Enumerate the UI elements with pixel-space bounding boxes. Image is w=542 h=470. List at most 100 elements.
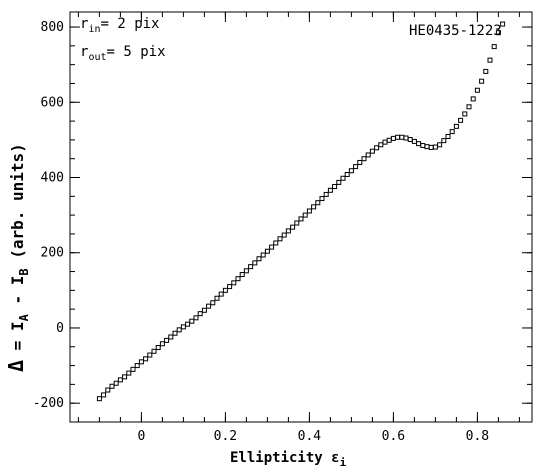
data-point [294, 220, 300, 226]
data-points [96, 21, 506, 402]
data-point [449, 129, 455, 135]
data-point [269, 244, 275, 250]
data-point [185, 321, 191, 327]
data-point [189, 318, 195, 324]
data-point [420, 143, 426, 149]
axis-ticks [70, 12, 532, 423]
data-point [323, 191, 329, 197]
y-axis-label-sub-b: B [17, 268, 31, 275]
data-point [386, 137, 392, 143]
plot-frame [69, 11, 533, 423]
rin-value: = 2 pix [100, 16, 159, 32]
data-point [243, 268, 249, 274]
x-tick-label: 0.2 [214, 429, 237, 444]
data-point [302, 212, 308, 218]
data-point [382, 139, 388, 145]
x-tick-label: 0.6 [382, 429, 405, 444]
y-axis-label-eq: = I [8, 321, 27, 360]
y-axis-label-delta: Δ [4, 360, 28, 372]
y-axis-label-sub-a: A [17, 313, 31, 321]
data-point [101, 392, 107, 398]
data-point [311, 204, 317, 210]
data-point [256, 256, 262, 262]
y-tick-label: 600 [41, 95, 64, 110]
y-tick-label: 0 [56, 321, 64, 336]
data-point [235, 276, 241, 282]
data-point [315, 200, 321, 206]
data-point [109, 383, 115, 389]
data-point [365, 152, 371, 158]
data-point [353, 164, 359, 170]
data-point [222, 287, 228, 293]
data-point [201, 307, 207, 313]
x-axis-label-sub: i [340, 456, 347, 469]
data-point [357, 159, 363, 165]
data-point [437, 142, 443, 148]
data-point [151, 348, 157, 354]
y-tick-label: -200 [33, 396, 64, 411]
data-point [122, 374, 128, 380]
data-point [416, 141, 422, 147]
data-point [260, 252, 266, 258]
data-point [495, 30, 501, 36]
data-point [218, 291, 224, 297]
data-point [164, 337, 170, 343]
x-tick-label: 0 [137, 429, 145, 444]
x-tick-label: 0.8 [466, 429, 489, 444]
rin-r: r [80, 16, 88, 32]
data-point [411, 138, 417, 144]
object-label: HE0435-1223 [409, 23, 502, 39]
data-point [479, 78, 485, 84]
data-point [176, 327, 182, 333]
data-point [361, 156, 367, 162]
rout-label: rout= 5 pix [80, 44, 166, 63]
data-point [474, 87, 480, 93]
data-point [264, 248, 270, 254]
data-point [227, 284, 233, 290]
data-point [336, 179, 342, 185]
data-point [193, 315, 199, 321]
data-point [130, 366, 136, 372]
data-point [168, 334, 174, 340]
rout-sub: out [88, 52, 106, 63]
data-point [369, 148, 375, 154]
data-point [462, 111, 468, 117]
y-tick-label: 800 [41, 20, 64, 35]
data-point [487, 57, 493, 63]
data-point [197, 311, 203, 317]
data-point [143, 356, 149, 362]
data-point [470, 96, 476, 102]
data-point [327, 187, 333, 193]
data-point [319, 196, 325, 202]
data-point [466, 104, 472, 110]
data-point [344, 171, 350, 177]
data-point [298, 216, 304, 222]
data-point [441, 138, 447, 144]
data-point [138, 359, 144, 365]
data-point [500, 21, 506, 27]
data-point [147, 352, 153, 358]
data-point [210, 300, 216, 306]
rout-value: = 5 pix [107, 44, 166, 60]
data-point [374, 145, 380, 151]
data-point [248, 264, 254, 270]
data-point [113, 380, 119, 386]
data-point [281, 232, 287, 238]
data-point [155, 345, 161, 351]
data-point [306, 208, 312, 214]
data-point [445, 134, 451, 140]
y-tick-label: 200 [41, 246, 64, 261]
data-point [126, 370, 132, 376]
y-axis-label-minus: - I [8, 276, 27, 315]
rin-label: rin= 2 pix [80, 16, 160, 35]
data-point [214, 295, 220, 301]
data-point [252, 260, 258, 266]
data-point [277, 236, 283, 242]
data-point [105, 387, 111, 393]
data-point [134, 363, 140, 369]
data-point [285, 228, 291, 234]
data-point [432, 144, 438, 150]
data-point [290, 224, 296, 230]
data-point [395, 134, 401, 140]
data-point [340, 175, 346, 181]
